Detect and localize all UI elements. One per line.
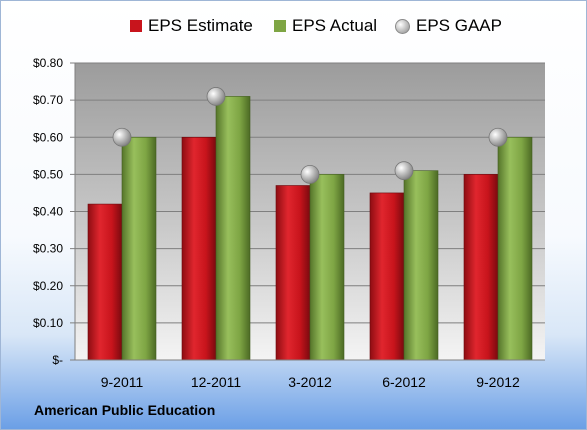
y-tick-label: $- bbox=[52, 353, 63, 367]
bar-eps-actual bbox=[121, 136, 157, 361]
bars bbox=[87, 96, 533, 361]
legend-label-estimate: EPS Estimate bbox=[148, 16, 253, 35]
y-tick-label: $0.50 bbox=[33, 167, 63, 181]
legend-item-gaap: EPS GAAP bbox=[395, 16, 502, 36]
bar-eps-estimate bbox=[369, 192, 405, 361]
y-tick-label: $0.60 bbox=[33, 130, 63, 144]
marker-eps-gaap bbox=[394, 161, 414, 181]
y-tick-label: $0.20 bbox=[33, 279, 63, 293]
bar-eps-estimate bbox=[463, 174, 499, 361]
y-tick-label: $0.70 bbox=[33, 93, 63, 107]
bar-eps-actual bbox=[215, 96, 251, 361]
bar-eps-estimate bbox=[181, 136, 217, 361]
y-tick-label: $0.40 bbox=[33, 205, 63, 219]
x-tick-label: 9-2011 bbox=[101, 374, 144, 390]
bar-eps-estimate bbox=[87, 203, 123, 361]
y-tick-label: $0.30 bbox=[33, 242, 63, 256]
x-tick-label: 3-2012 bbox=[288, 374, 332, 390]
marker-eps-gaap bbox=[112, 127, 132, 147]
x-tick-label: 12-2011 bbox=[191, 374, 242, 390]
marker-eps-gaap bbox=[300, 164, 320, 184]
legend-swatch-estimate bbox=[130, 20, 142, 32]
legend-item-estimate: EPS Estimate bbox=[130, 16, 253, 36]
x-tick-label: 9-2012 bbox=[476, 374, 520, 390]
legend-label-actual: EPS Actual bbox=[292, 16, 378, 35]
y-axis-ticks: $- $0.10 $0.20 $0.30 $0.40 $0.50 $0.60 $0.70 $0.… bbox=[33, 56, 76, 367]
legend-label-gaap: EPS GAAP bbox=[416, 16, 502, 35]
marker-eps-gaap bbox=[206, 87, 226, 106]
bar-eps-actual bbox=[403, 170, 439, 361]
bar-eps-actual bbox=[309, 174, 345, 361]
gaap-markers bbox=[112, 87, 508, 184]
bar-eps-estimate bbox=[275, 185, 311, 361]
x-tick-label: 6-2012 bbox=[382, 374, 426, 390]
y-tick-label: $0.80 bbox=[33, 56, 63, 70]
legend-swatch-actual bbox=[274, 20, 286, 32]
company-name: American Public Education bbox=[34, 402, 216, 418]
legend-item-actual: EPS Actual bbox=[274, 16, 377, 36]
marker-eps-gaap bbox=[488, 127, 508, 147]
y-tick-label: $0.10 bbox=[33, 316, 63, 330]
bar-eps-actual bbox=[497, 136, 533, 361]
legend: EPS Estimate EPS Actual EPS GAAP bbox=[1, 16, 586, 42]
legend-marker-gaap bbox=[395, 18, 410, 34]
x-axis-ticks: 9-2011 12-2011 3-2012 6-2012 9-2012 bbox=[75, 359, 545, 390]
